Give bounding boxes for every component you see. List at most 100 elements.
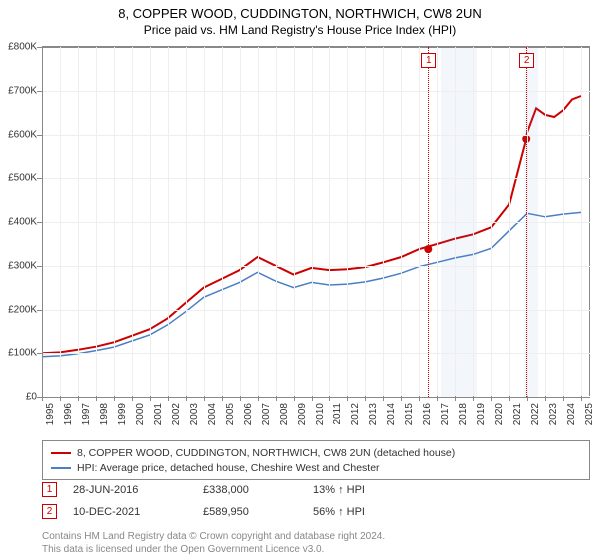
gridline-vertical	[365, 47, 366, 397]
x-tick	[186, 396, 187, 401]
sale-event-line	[428, 47, 429, 397]
x-tick	[545, 396, 546, 401]
gridline-vertical	[150, 47, 151, 397]
x-axis-label: 2014	[386, 403, 397, 425]
x-axis-label: 2013	[368, 403, 379, 425]
gridline-vertical	[401, 47, 402, 397]
legend-row: HPI: Average price, detached house, Ches…	[51, 460, 581, 475]
x-axis-label: 2009	[297, 403, 308, 425]
x-axis-label: 2018	[458, 403, 469, 425]
x-axis-label: 2020	[494, 403, 505, 425]
attribution-line2: This data is licensed under the Open Gov…	[42, 543, 385, 556]
x-tick	[491, 396, 492, 401]
title-block: 8, COPPER WOOD, CUDDINGTON, NORTHWICH, C…	[0, 0, 600, 37]
gridline-vertical	[581, 47, 582, 397]
gridline-vertical	[114, 47, 115, 397]
legend-row: 8, COPPER WOOD, CUDDINGTON, NORTHWICH, C…	[51, 445, 581, 460]
gridline-vertical	[455, 47, 456, 397]
x-tick	[258, 396, 259, 401]
title-sub: Price paid vs. HM Land Registry's House …	[0, 23, 600, 37]
x-axis-label: 2001	[153, 403, 164, 425]
x-axis-label: 2025	[584, 403, 595, 425]
y-axis-label: £800K	[0, 42, 37, 53]
x-axis-label: 2024	[566, 403, 577, 425]
gridline-vertical	[329, 47, 330, 397]
x-tick	[42, 396, 43, 401]
x-tick	[455, 396, 456, 401]
x-tick	[132, 396, 133, 401]
legend: 8, COPPER WOOD, CUDDINGTON, NORTHWICH, C…	[42, 440, 590, 480]
sale-delta: 13% ↑ HPI	[313, 484, 365, 496]
gridline-vertical	[473, 47, 474, 397]
y-axis-label: £700K	[0, 85, 37, 96]
gridline-vertical	[563, 47, 564, 397]
x-tick	[204, 396, 205, 401]
gridline-horizontal	[42, 135, 590, 136]
gridline-vertical	[240, 47, 241, 397]
y-axis-label: £500K	[0, 173, 37, 184]
gridline-vertical	[132, 47, 133, 397]
sale-price: £338,000	[203, 484, 313, 496]
sale-price: £589,950	[203, 506, 313, 518]
x-tick	[347, 396, 348, 401]
x-tick	[527, 396, 528, 401]
x-axis-label: 2022	[530, 403, 541, 425]
x-axis-label: 2017	[440, 403, 451, 425]
gridline-vertical	[383, 47, 384, 397]
gridline-vertical	[294, 47, 295, 397]
gridline-horizontal	[42, 310, 590, 311]
gridline-vertical	[312, 47, 313, 397]
x-axis-label: 2005	[225, 403, 236, 425]
legend-swatch	[51, 452, 71, 454]
sale-delta: 56% ↑ HPI	[313, 506, 365, 518]
y-axis-label: £200K	[0, 304, 37, 315]
x-tick	[419, 396, 420, 401]
gridline-vertical	[204, 47, 205, 397]
gridline-vertical	[186, 47, 187, 397]
gridline-vertical	[527, 47, 528, 397]
gridline-vertical	[509, 47, 510, 397]
attribution-line1: Contains HM Land Registry data © Crown c…	[42, 530, 385, 543]
x-tick	[401, 396, 402, 401]
sale-event-marker: 1	[421, 53, 436, 68]
x-axis-label: 2016	[422, 403, 433, 425]
x-axis-label: 2015	[404, 403, 415, 425]
gridline-vertical	[42, 47, 43, 397]
y-axis-label: £400K	[0, 217, 37, 228]
x-axis-label: 2002	[171, 403, 182, 425]
x-tick	[509, 396, 510, 401]
x-tick	[294, 396, 295, 401]
x-tick	[581, 396, 582, 401]
x-tick	[276, 396, 277, 401]
gridline-horizontal	[42, 353, 590, 354]
sale-table-marker: 2	[42, 504, 57, 519]
title-main: 8, COPPER WOOD, CUDDINGTON, NORTHWICH, C…	[0, 6, 600, 21]
x-tick	[329, 396, 330, 401]
x-tick	[222, 396, 223, 401]
x-tick	[60, 396, 61, 401]
x-tick	[150, 396, 151, 401]
sale-date: 28-JUN-2016	[73, 484, 203, 496]
gridline-horizontal	[42, 91, 590, 92]
x-tick	[563, 396, 564, 401]
sale-event-line	[526, 47, 527, 397]
y-axis-label: £0	[0, 392, 37, 403]
x-axis-label: 2000	[135, 403, 146, 425]
x-axis-label: 1996	[63, 403, 74, 425]
sale-table-row: 1 28-JUN-2016£338,00013% ↑ HPI	[42, 482, 365, 497]
x-tick	[383, 396, 384, 401]
x-axis-label: 1997	[81, 403, 92, 425]
y-axis-label: £300K	[0, 260, 37, 271]
legend-label: HPI: Average price, detached house, Ches…	[77, 462, 380, 474]
legend-label: 8, COPPER WOOD, CUDDINGTON, NORTHWICH, C…	[77, 447, 455, 459]
x-tick	[114, 396, 115, 401]
x-tick	[312, 396, 313, 401]
x-tick	[365, 396, 366, 401]
gridline-vertical	[168, 47, 169, 397]
y-axis-label: £100K	[0, 348, 37, 359]
sale-table-marker: 1	[42, 482, 57, 497]
x-axis-label: 2008	[279, 403, 290, 425]
gridline-vertical	[491, 47, 492, 397]
x-tick	[240, 396, 241, 401]
sale-date: 10-DEC-2021	[73, 506, 203, 518]
